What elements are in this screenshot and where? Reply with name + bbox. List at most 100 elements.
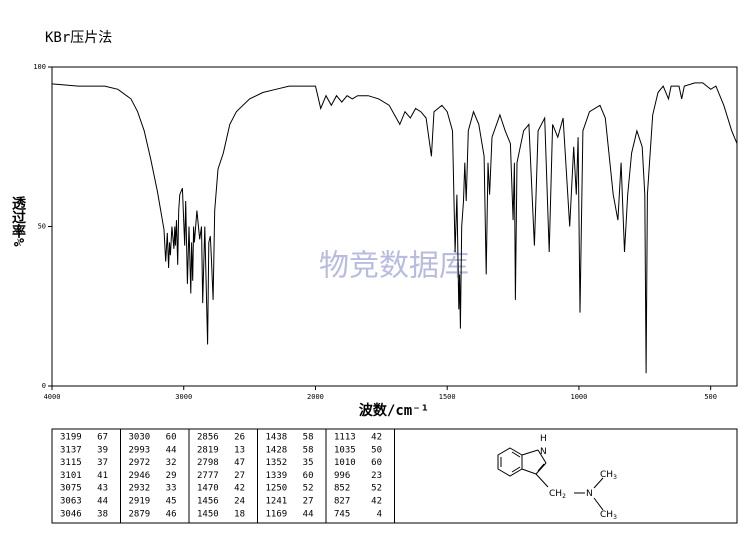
atom-subscript: 3 xyxy=(613,474,617,481)
peak-transmittance: 23 xyxy=(371,471,382,481)
peak-transmittance: 58 xyxy=(303,445,314,455)
peak-transmittance: 52 xyxy=(371,484,382,494)
peak-wavenumber: 3137 xyxy=(60,445,82,455)
peak-wavenumber: 1352 xyxy=(266,458,288,468)
atom-label: CH3 xyxy=(600,470,617,481)
peak-wavenumber: 2993 xyxy=(129,445,151,455)
peak-wavenumber: 2972 xyxy=(129,458,151,468)
peak-transmittance: 42 xyxy=(234,484,245,494)
atom-subscript: 2 xyxy=(562,493,566,500)
molecule-bonds xyxy=(497,447,604,511)
peak-wavenumber: 3075 xyxy=(60,484,82,494)
peak-wavenumber: 3199 xyxy=(60,433,82,443)
peak-transmittance: 24 xyxy=(234,497,245,507)
x-tick-label: 3000 xyxy=(175,393,192,401)
peak-wavenumber: 1450 xyxy=(197,509,219,519)
peak-wavenumber: 3115 xyxy=(60,458,82,468)
peak-transmittance: 39 xyxy=(97,445,108,455)
x-tick-label: 4000 xyxy=(44,393,61,401)
peak-transmittance: 44 xyxy=(303,509,314,519)
peak-wavenumber: 1169 xyxy=(266,509,288,519)
peak-transmittance: 18 xyxy=(234,509,245,519)
peak-transmittance: 32 xyxy=(166,458,177,468)
atom-label: CH2 xyxy=(549,489,566,500)
peak-transmittance: 27 xyxy=(303,497,314,507)
atom-symbol: N xyxy=(586,489,593,499)
y-axis-label: 透过率% xyxy=(10,196,26,247)
atom-label: H xyxy=(540,434,547,444)
peak-transmittance: 44 xyxy=(166,445,177,455)
x-tick-label: 2000 xyxy=(307,393,324,401)
peak-transmittance: 27 xyxy=(234,471,245,481)
peak-transmittance: 26 xyxy=(234,433,245,443)
peak-wavenumber: 1470 xyxy=(197,484,219,494)
atom-label: N xyxy=(586,489,593,499)
peak-wavenumber: 1428 xyxy=(266,445,288,455)
atom-symbol: CH xyxy=(600,470,613,480)
peak-wavenumber: 1113 xyxy=(334,433,356,443)
peak-transmittance: 45 xyxy=(166,497,177,507)
peak-transmittance: 47 xyxy=(234,458,245,468)
peak-transmittance: 50 xyxy=(371,445,382,455)
peak-wavenumber: 996 xyxy=(334,471,350,481)
peak-wavenumber: 2946 xyxy=(129,471,151,481)
y-tick-label: 100 xyxy=(33,63,46,71)
peak-wavenumber: 1250 xyxy=(266,484,288,494)
peak-transmittance: 29 xyxy=(166,471,177,481)
peak-transmittance: 60 xyxy=(303,471,314,481)
atom-label: N xyxy=(540,447,547,457)
peak-transmittance: 46 xyxy=(166,509,177,519)
peak-transmittance: 44 xyxy=(97,497,108,507)
spectrum-line xyxy=(51,82,738,374)
atom-symbol: CH xyxy=(549,489,562,499)
peak-transmittance: 60 xyxy=(166,433,177,443)
peak-transmittance: 13 xyxy=(234,445,245,455)
atom-symbol: N xyxy=(540,447,547,457)
peak-wavenumber: 2879 xyxy=(129,509,151,519)
peak-wavenumber: 3063 xyxy=(60,497,82,507)
peak-wavenumber: 2819 xyxy=(197,445,219,455)
peak-wavenumber: 2932 xyxy=(129,484,151,494)
x-axis-label: 波数/cm⁻¹ xyxy=(359,402,429,419)
peak-wavenumber: 2919 xyxy=(129,497,151,507)
peak-wavenumber: 827 xyxy=(334,497,350,507)
peak-transmittance: 60 xyxy=(371,458,382,468)
peak-transmittance: 42 xyxy=(371,497,382,507)
peak-wavenumber: 1035 xyxy=(334,445,356,455)
peak-transmittance: 42 xyxy=(371,433,382,443)
peak-transmittance: 38 xyxy=(97,509,108,519)
peak-wavenumber: 2777 xyxy=(197,471,219,481)
peak-transmittance: 43 xyxy=(97,484,108,494)
peak-transmittance: 37 xyxy=(97,458,108,468)
x-tick-label: 1000 xyxy=(570,393,587,401)
atom-subscript: 3 xyxy=(613,514,617,521)
atom-label: CH3 xyxy=(600,510,617,521)
peak-wavenumber: 1456 xyxy=(197,497,219,507)
peak-wavenumber: 1339 xyxy=(266,471,288,481)
watermark: 物竞数据库 xyxy=(319,249,469,284)
peak-transmittance: 33 xyxy=(166,484,177,494)
peak-transmittance: 52 xyxy=(303,484,314,494)
y-tick-label: 50 xyxy=(38,223,46,231)
peak-wavenumber: 1010 xyxy=(334,458,356,468)
y-tick-label: 0 xyxy=(42,382,46,390)
peak-wavenumber: 1241 xyxy=(266,497,288,507)
peak-transmittance: 58 xyxy=(303,433,314,443)
peak-transmittance: 41 xyxy=(97,471,108,481)
atom-symbol: H xyxy=(540,434,547,444)
peak-wavenumber: 745 xyxy=(334,509,350,519)
peak-transmittance: 67 xyxy=(97,433,108,443)
chart-title: KBr压片法 xyxy=(45,30,112,46)
peak-wavenumber: 852 xyxy=(334,484,350,494)
peak-wavenumber: 3030 xyxy=(129,433,151,443)
peak-transmittance: 35 xyxy=(303,458,314,468)
peak-wavenumber: 2798 xyxy=(197,458,219,468)
peak-wavenumber: 3046 xyxy=(60,509,82,519)
peak-wavenumber: 2856 xyxy=(197,433,219,443)
atom-symbol: CH xyxy=(600,510,613,520)
peak-wavenumber: 1438 xyxy=(266,433,288,443)
peak-transmittance: 4 xyxy=(377,509,382,519)
peak-wavenumber: 3101 xyxy=(60,471,82,481)
x-tick-label: 1500 xyxy=(439,393,456,401)
